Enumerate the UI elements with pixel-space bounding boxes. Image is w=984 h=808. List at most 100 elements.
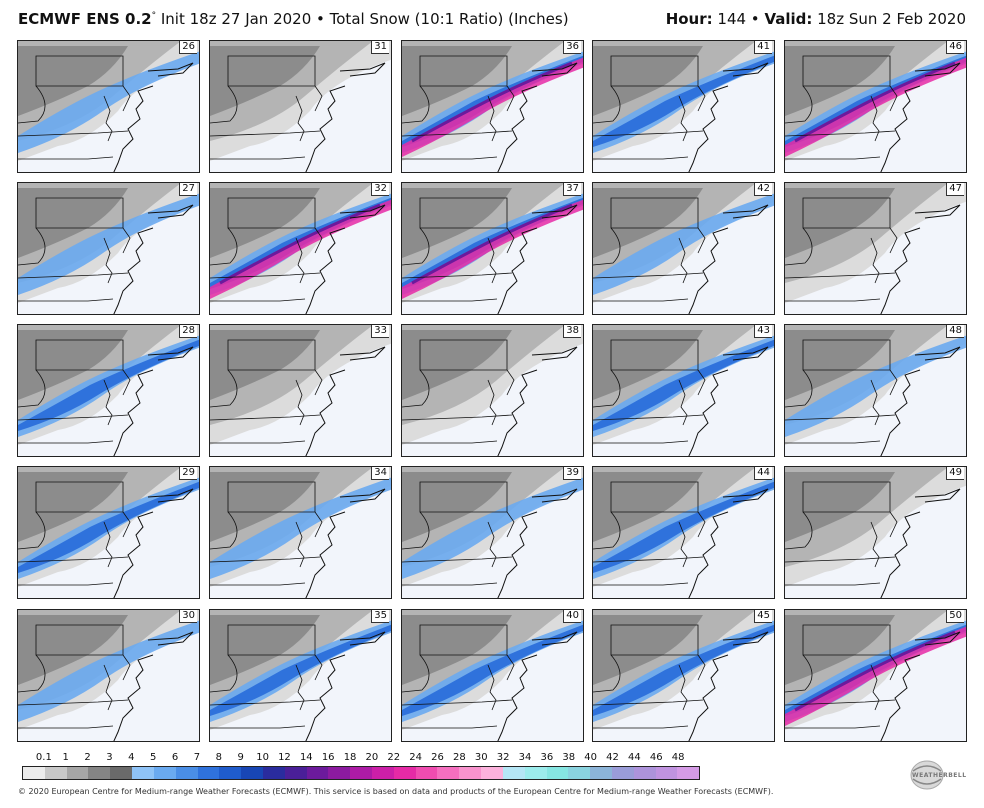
colorbar-tick-label: 42 <box>606 752 619 763</box>
colorbar-tick-label: 7 <box>193 752 201 763</box>
colorbar-tick-label: 26 <box>431 752 444 763</box>
ensemble-member-panel: 27 <box>17 182 200 315</box>
colorbar-swatch <box>415 767 438 779</box>
colorbar-swatch <box>306 767 329 779</box>
member-number: 45 <box>754 610 772 623</box>
ensemble-member-panel: 43 <box>592 324 775 457</box>
member-number: 43 <box>754 325 772 338</box>
colorbar-swatch <box>262 767 285 779</box>
snowfall-map <box>593 183 774 314</box>
valid-value: 18z Sun 2 Feb 2020 <box>812 10 966 28</box>
colorbar-tick-label: 30 <box>474 752 488 763</box>
member-number: 28 <box>179 325 197 338</box>
ensemble-member-panel: 46 <box>784 40 967 173</box>
member-number: 40 <box>563 610 581 623</box>
colorbar-tick-label: 6 <box>171 752 179 763</box>
snowfall-map <box>402 41 583 172</box>
snowfall-map <box>210 325 391 456</box>
ensemble-member-panel: 31 <box>209 40 392 173</box>
colorbar-swatch <box>372 767 394 779</box>
logo-text: WEATHERBELL <box>912 772 967 779</box>
colorbar-tick-label: 16 <box>321 752 335 763</box>
snowfall-map <box>402 183 583 314</box>
colorbar-tick-label: 8 <box>215 752 223 763</box>
snowfall-map <box>593 610 774 741</box>
member-number: 48 <box>946 325 964 338</box>
colorbar-swatch <box>633 767 656 779</box>
ensemble-member-panel: 29 <box>17 466 200 599</box>
ensemble-member-panel: 49 <box>784 466 967 599</box>
snowfall-map <box>402 610 583 741</box>
colorbar-swatch <box>393 767 416 779</box>
snowfall-map <box>593 41 774 172</box>
member-number: 46 <box>946 41 964 54</box>
ensemble-member-panel: 28 <box>17 324 200 457</box>
colorbar-tick-label: 18 <box>343 752 357 763</box>
model-name: ECMWF ENS 0.2 <box>18 10 152 28</box>
member-number: 36 <box>563 41 581 54</box>
ensemble-member-panel: 34 <box>209 466 392 599</box>
snowfall-map <box>210 467 391 598</box>
snowfall-map <box>210 183 391 314</box>
colorbar-swatch <box>132 767 154 779</box>
ensemble-panel-grid: 26 31 36 41 46 27 32 37 42 47 28 33 38 43 48 29 34 39 44 49… <box>17 40 967 750</box>
member-number: 42 <box>754 183 772 196</box>
colorbar-tick-label: 0.1 <box>35 752 52 763</box>
colorbar-tick-label: 3 <box>106 752 113 763</box>
snowfall-map <box>593 325 774 456</box>
member-number: 47 <box>946 183 964 196</box>
ensemble-member-panel: 41 <box>592 40 775 173</box>
member-number: 31 <box>371 41 389 54</box>
colorbar-swatch <box>459 767 482 779</box>
member-number: 44 <box>754 467 772 480</box>
colorbar <box>22 766 700 780</box>
ensemble-member-panel: 44 <box>592 466 775 599</box>
member-number: 34 <box>371 467 389 480</box>
colorbar-tick-label: 20 <box>365 752 379 763</box>
colorbar-swatch <box>677 767 700 779</box>
snowfall-map <box>18 41 199 172</box>
member-number: 26 <box>179 41 197 54</box>
ensemble-member-panel: 26 <box>17 40 200 173</box>
colorbar-swatch <box>655 767 678 779</box>
colorbar-tick-label: 10 <box>256 752 269 763</box>
colorbar-swatch <box>611 767 634 779</box>
colorbar-tick-label: 46 <box>649 752 663 763</box>
colorbar-swatch <box>219 767 242 779</box>
member-number: 35 <box>371 610 389 623</box>
snowfall-map <box>785 183 966 314</box>
copyright-footer: © 2020 European Centre for Medium-range … <box>18 787 774 796</box>
colorbar-tick-label: 44 <box>628 752 641 763</box>
snowfall-map <box>18 183 199 314</box>
colorbar-swatch <box>197 767 220 779</box>
colorbar-tick-label: 2 <box>84 752 91 763</box>
ensemble-member-panel: 35 <box>209 609 392 742</box>
member-number: 33 <box>371 325 389 338</box>
hour-value: 144 • <box>712 10 765 28</box>
member-number: 27 <box>179 183 197 196</box>
map-title: ECMWF ENS 0.2° Init 18z 27 Jan 2020 • To… <box>18 10 569 28</box>
colorbar-swatch <box>568 767 591 779</box>
colorbar-tick-label: 28 <box>453 752 466 763</box>
colorbar-swatch <box>175 767 198 779</box>
member-number: 49 <box>946 467 964 480</box>
member-number: 37 <box>563 183 581 196</box>
ensemble-member-panel: 48 <box>784 324 967 457</box>
header: ECMWF ENS 0.2° Init 18z 27 Jan 2020 • To… <box>0 0 984 38</box>
member-number: 30 <box>179 610 197 623</box>
ensemble-member-panel: 50 <box>784 609 967 742</box>
snowfall-map <box>18 610 199 741</box>
colorbar-swatch <box>437 767 460 779</box>
colorbar-tick-label: 1 <box>62 752 69 763</box>
snowfall-map <box>593 467 774 598</box>
colorbar-tick-label: 48 <box>671 752 685 763</box>
colorbar-swatch <box>241 767 263 779</box>
colorbar-ticks: 0.1 1 2 3 4 5 6 7 8 9 10 12 14 16 18 20 22 24 26 28 30 32 34 36… <box>22 752 700 764</box>
colorbar-swatch <box>23 767 45 779</box>
ensemble-member-panel: 33 <box>209 324 392 457</box>
member-number: 41 <box>754 41 772 54</box>
snowfall-map <box>785 610 966 741</box>
colorbar-tick-label: 9 <box>237 752 244 763</box>
colorbar-swatch <box>88 767 111 779</box>
colorbar-tick-label: 34 <box>518 752 532 763</box>
